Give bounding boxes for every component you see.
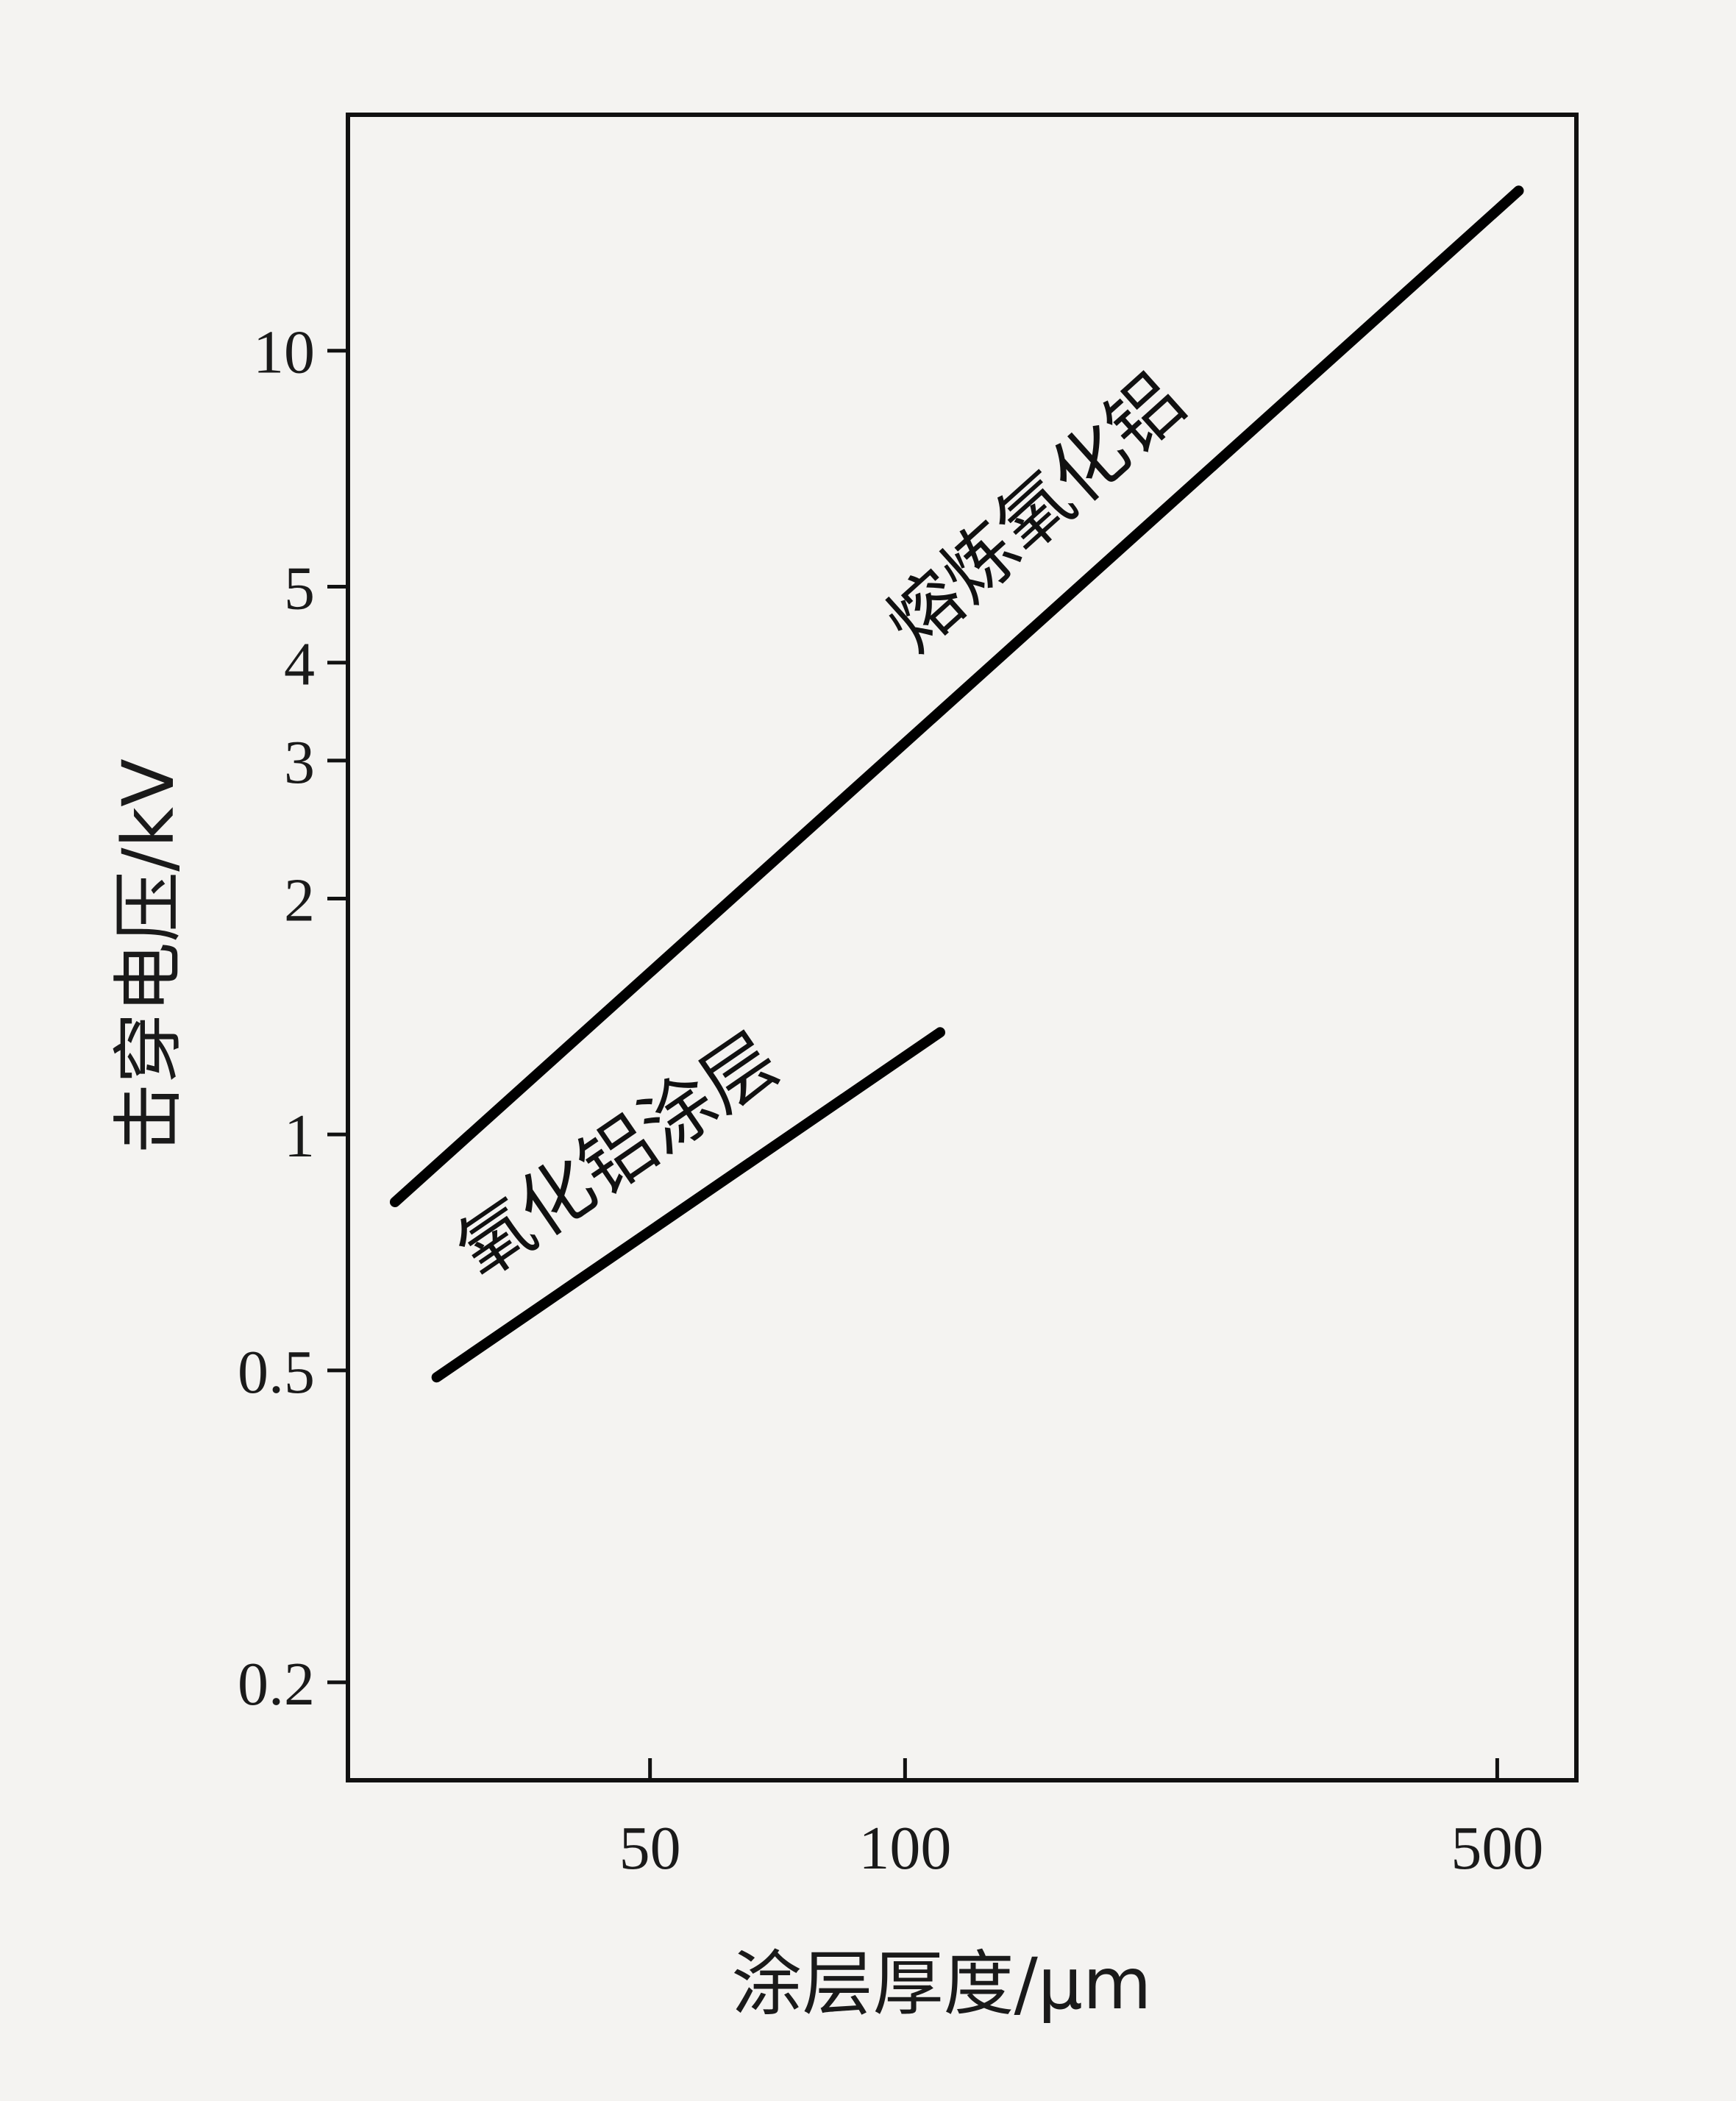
y-axis-title: 击穿电压/kV	[107, 758, 190, 1154]
x-tick-label: 100	[858, 1814, 951, 1883]
y-tick-label: 1	[284, 1102, 315, 1170]
y-tick-label: 3	[284, 728, 315, 797]
x-tick-label: 50	[619, 1814, 681, 1883]
y-axis-ticks: 0.2 0.5 1 2 3 4 5 10	[238, 319, 348, 1718]
plot-frame	[346, 113, 1579, 1782]
series-lines	[389, 185, 1524, 1383]
x-tick-label: 500	[1451, 1814, 1543, 1883]
y-tick-label: 10	[253, 319, 315, 387]
y-tick-label: 0.5	[238, 1338, 315, 1407]
y-tick-label: 4	[284, 630, 315, 699]
y-tick-label: 0.2	[238, 1650, 315, 1718]
y-tick-label: 5	[284, 554, 315, 622]
x-axis-ticks: 50 100 500	[619, 1758, 1543, 1883]
series-line-0	[389, 185, 1524, 1207]
x-axis-title: 涂层厚度/μm	[732, 1943, 1152, 2025]
y-tick-label: 2	[284, 866, 315, 934]
series-line-1	[431, 1027, 946, 1383]
